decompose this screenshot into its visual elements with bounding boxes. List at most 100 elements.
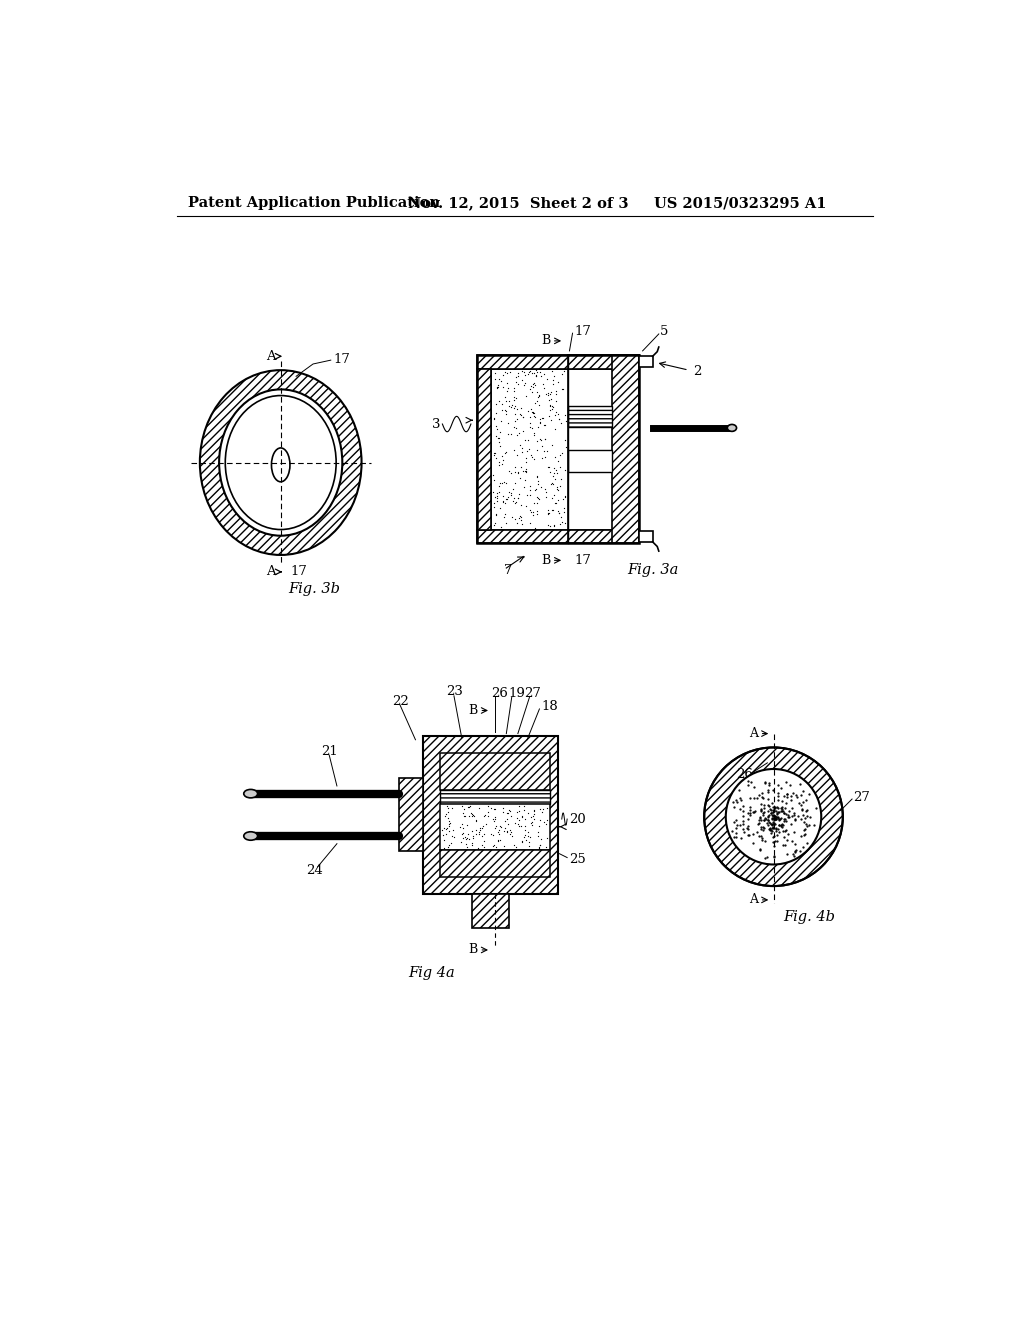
Point (454, 813, 470, 834)
Point (454, 824, 470, 845)
Point (536, 440, 552, 461)
Point (443, 797, 460, 818)
Point (544, 487, 560, 508)
Bar (568, 450, 611, 471)
Bar (440, 804, 550, 850)
Point (492, 482, 508, 503)
Point (440, 821, 457, 842)
Point (531, 799, 548, 820)
Text: 25: 25 (569, 853, 586, 866)
Point (555, 488, 571, 510)
Point (499, 808, 515, 829)
Point (503, 397, 519, 418)
Point (552, 445, 568, 466)
Point (464, 805, 480, 826)
Point (485, 465, 502, 486)
Point (512, 434, 528, 455)
Point (524, 401, 541, 422)
Text: Fig 4a: Fig 4a (408, 966, 455, 979)
Point (445, 820, 462, 841)
Point (494, 453, 510, 474)
Point (532, 829, 549, 850)
Point (536, 378, 552, 399)
Text: 3: 3 (431, 417, 440, 430)
Point (507, 411, 523, 432)
Bar (477, 355, 639, 368)
Point (521, 438, 538, 459)
Point (478, 813, 495, 834)
Point (520, 803, 537, 824)
Point (488, 487, 505, 508)
Point (486, 496, 503, 517)
Point (487, 416, 504, 437)
Point (539, 797, 555, 818)
Point (474, 834, 490, 855)
Point (558, 411, 574, 432)
Point (514, 832, 530, 853)
Point (539, 809, 555, 830)
Point (458, 833, 474, 854)
Point (503, 805, 519, 826)
Point (503, 484, 519, 506)
Point (548, 401, 564, 422)
Point (471, 821, 487, 842)
Point (530, 816, 547, 837)
Point (510, 363, 526, 384)
Point (502, 801, 518, 822)
Point (549, 477, 565, 498)
Point (504, 825, 520, 846)
Point (492, 391, 508, 412)
Point (545, 499, 561, 520)
Point (544, 499, 560, 520)
Point (520, 821, 537, 842)
Point (531, 393, 548, 414)
Point (506, 387, 522, 408)
Text: 19: 19 (509, 686, 525, 700)
Point (544, 434, 560, 455)
Point (513, 507, 529, 528)
Text: 20: 20 (569, 813, 586, 825)
Point (524, 446, 541, 467)
Point (514, 438, 530, 459)
Point (554, 511, 570, 532)
Point (512, 467, 528, 488)
Point (528, 467, 545, 488)
Point (511, 483, 527, 504)
Point (545, 466, 561, 487)
Point (506, 440, 522, 461)
Point (524, 362, 541, 383)
Point (489, 378, 506, 399)
Point (490, 451, 507, 473)
Point (455, 817, 471, 838)
Text: B: B (469, 704, 478, 717)
Point (538, 487, 554, 508)
Point (517, 364, 534, 385)
Point (530, 473, 547, 494)
Point (468, 824, 484, 845)
Point (521, 362, 538, 383)
Point (540, 502, 556, 523)
Point (485, 442, 502, 463)
Point (518, 440, 535, 461)
Polygon shape (639, 531, 652, 543)
Point (516, 826, 532, 847)
Point (499, 372, 515, 393)
Point (526, 425, 543, 446)
Point (489, 375, 506, 396)
Point (487, 837, 504, 858)
Point (546, 515, 562, 536)
Point (539, 814, 555, 836)
Point (506, 834, 522, 855)
Point (490, 829, 507, 850)
Text: US 2015/0323295 A1: US 2015/0323295 A1 (654, 197, 826, 210)
Point (528, 391, 545, 412)
Point (526, 375, 543, 396)
Point (540, 515, 556, 536)
Ellipse shape (219, 389, 342, 536)
Point (511, 422, 527, 444)
Point (501, 480, 517, 502)
Point (537, 446, 553, 467)
Point (555, 502, 571, 523)
Point (440, 801, 457, 822)
Point (547, 492, 563, 513)
